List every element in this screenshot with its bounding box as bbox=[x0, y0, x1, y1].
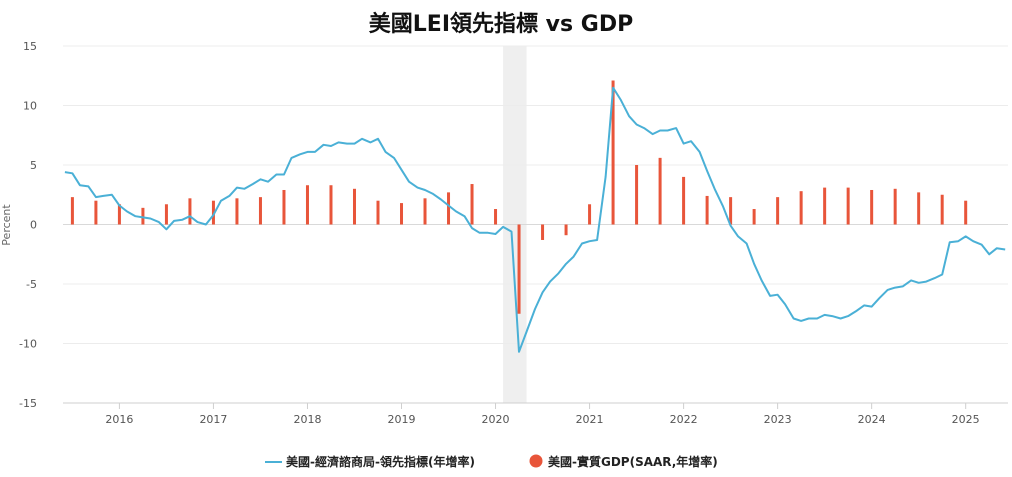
gdp-bar bbox=[611, 80, 615, 225]
gdp-bar bbox=[846, 187, 850, 225]
lei-line bbox=[64, 86, 1006, 353]
gdp-bar bbox=[447, 192, 451, 225]
gdp-bar bbox=[588, 204, 592, 225]
legend-item-gdp[interactable]: 美國-實質GDP(SAAR,年增率) bbox=[529, 454, 718, 469]
x-tick-label: 2017 bbox=[199, 413, 227, 426]
y-tick-label: -5 bbox=[26, 278, 37, 291]
gdp-bar bbox=[799, 191, 803, 225]
gdp-bar bbox=[964, 200, 968, 225]
y-tick-label: 10 bbox=[23, 100, 37, 113]
gdp-bar bbox=[470, 184, 474, 225]
gdp-bar bbox=[917, 192, 921, 225]
gdp-bar bbox=[235, 198, 239, 225]
y-tick-label: 0 bbox=[30, 219, 37, 232]
gdp-bar bbox=[635, 165, 639, 225]
gdp-bar bbox=[823, 187, 827, 225]
lei-line-series bbox=[64, 86, 1006, 353]
x-axis-ticks: 2016 2017 2018 2019 2020 2021 2022 2023 2024 2025 bbox=[105, 403, 980, 426]
gdp-bar bbox=[870, 189, 874, 225]
x-tick-label: 2023 bbox=[764, 413, 792, 426]
gdp-bar bbox=[400, 203, 404, 225]
gdp-bar bbox=[705, 195, 709, 225]
gdp-bar bbox=[305, 185, 309, 225]
legend: 美國-經濟諮商局-領先指標(年增率) 美國-實質GDP(SAAR,年增率) bbox=[265, 454, 718, 469]
x-tick-label: 2018 bbox=[293, 413, 321, 426]
gdp-bar bbox=[211, 200, 215, 225]
gdp-bar bbox=[893, 188, 897, 225]
x-tick-label: 2024 bbox=[858, 413, 886, 426]
legend-item-lei[interactable]: 美國-經濟諮商局-領先指標(年增率) bbox=[265, 454, 475, 469]
legend-dot-swatch bbox=[529, 454, 543, 468]
gdp-bar bbox=[329, 185, 333, 225]
gdp-bar bbox=[70, 197, 74, 225]
gdp-bar bbox=[164, 204, 168, 225]
gdp-bar bbox=[517, 224, 521, 314]
gdp-bar bbox=[564, 224, 568, 236]
y-tick-label: 15 bbox=[23, 40, 37, 53]
y-axis-label: Percent bbox=[0, 204, 13, 246]
gdp-bar bbox=[117, 204, 121, 225]
x-tick-label: 2025 bbox=[952, 413, 980, 426]
gdp-bar bbox=[94, 200, 98, 225]
gdp-bar bbox=[282, 189, 286, 225]
gdp-bar bbox=[658, 157, 662, 225]
gdp-bar bbox=[141, 207, 145, 225]
x-tick-label: 2022 bbox=[670, 413, 698, 426]
legend-label-lei: 美國-經濟諮商局-領先指標(年增率) bbox=[286, 454, 475, 469]
gdp-bar bbox=[376, 200, 380, 225]
gdp-bar bbox=[729, 197, 733, 225]
x-tick-label: 2019 bbox=[388, 413, 416, 426]
y-axis-ticks: 15 10 5 0 -5 -10 -15 bbox=[19, 40, 37, 410]
gdp-bar bbox=[188, 198, 192, 225]
y-tick-label: 5 bbox=[30, 159, 37, 172]
legend-label-gdp: 美國-實質GDP(SAAR,年增率) bbox=[548, 454, 718, 469]
gdp-bar bbox=[258, 197, 262, 225]
gdp-bar bbox=[352, 188, 356, 225]
gdp-bar bbox=[541, 224, 545, 240]
gdp-bar bbox=[752, 209, 756, 225]
x-tick-label: 2020 bbox=[482, 413, 510, 426]
gdp-bars bbox=[70, 80, 968, 314]
gdp-bar bbox=[776, 197, 780, 225]
chart-title: 美國LEI領先指標 vs GDP bbox=[369, 11, 633, 37]
gdp-bar bbox=[682, 176, 686, 225]
y-tick-label: -10 bbox=[19, 338, 37, 351]
x-tick-label: 2016 bbox=[105, 413, 133, 426]
gdp-bar bbox=[423, 198, 427, 225]
gdp-bar bbox=[940, 194, 944, 225]
grid-lines bbox=[63, 45, 1008, 404]
x-tick-label: 2021 bbox=[576, 413, 604, 426]
y-tick-label: -15 bbox=[19, 397, 37, 410]
gdp-bar bbox=[494, 209, 498, 225]
